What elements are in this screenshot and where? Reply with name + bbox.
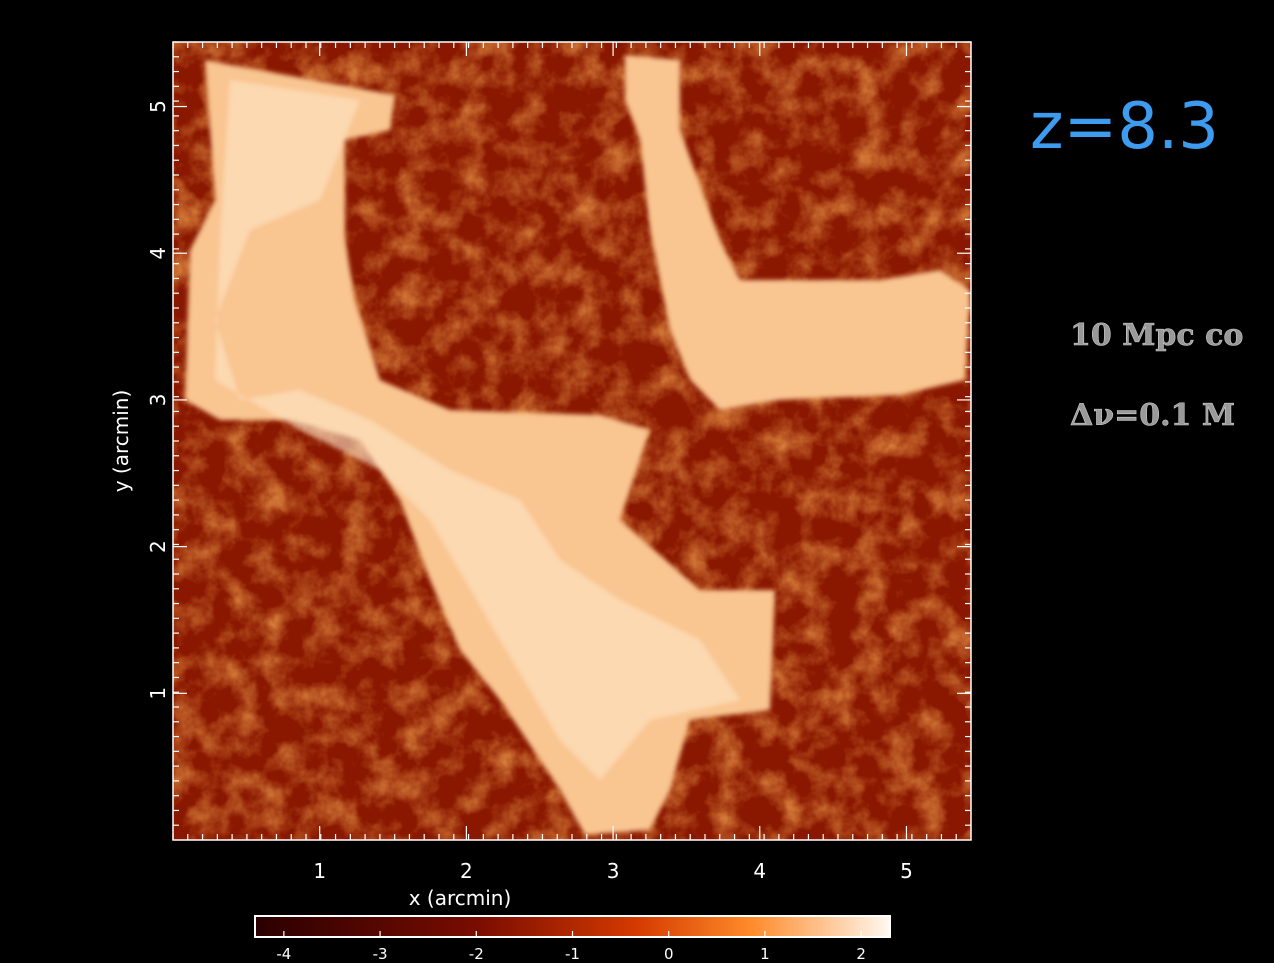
y-tick-label: 2 — [146, 540, 170, 553]
annotation: 10 Mpc co — [1070, 318, 1243, 353]
colorbar-tick-label: -2 — [469, 945, 484, 963]
colorbar-tick-label: -3 — [373, 945, 388, 963]
annotation: Δν=0.1 M — [1070, 398, 1235, 433]
y-tick-label: 3 — [146, 394, 170, 407]
chart: x (arcmin) y (arcmin) z=8.3 10 Mpc co Δν… — [0, 0, 1274, 963]
x-tick-label: 3 — [607, 859, 620, 883]
colorbar-tick-label: -4 — [276, 945, 291, 963]
y-tick-label: 4 — [146, 247, 170, 260]
y-tick-label: 1 — [146, 687, 170, 700]
x-axis-label: x (arcmin) — [409, 886, 512, 910]
y-tick-label: 5 — [146, 100, 170, 113]
x-tick-label: 4 — [753, 859, 766, 883]
colorbar-tick-label: 1 — [760, 945, 770, 963]
map-image — [173, 42, 971, 840]
y-axis-label: y (arcmin) — [109, 390, 133, 493]
x-tick-label: 2 — [460, 859, 473, 883]
title: z=8.3 — [1030, 90, 1219, 164]
colorbar-tick-label: -1 — [565, 945, 580, 963]
x-tick-label: 1 — [313, 859, 326, 883]
colorbar-tick-label: 0 — [664, 945, 674, 963]
colorbar-tick-label: 2 — [856, 945, 866, 963]
x-tick-label: 5 — [900, 859, 913, 883]
